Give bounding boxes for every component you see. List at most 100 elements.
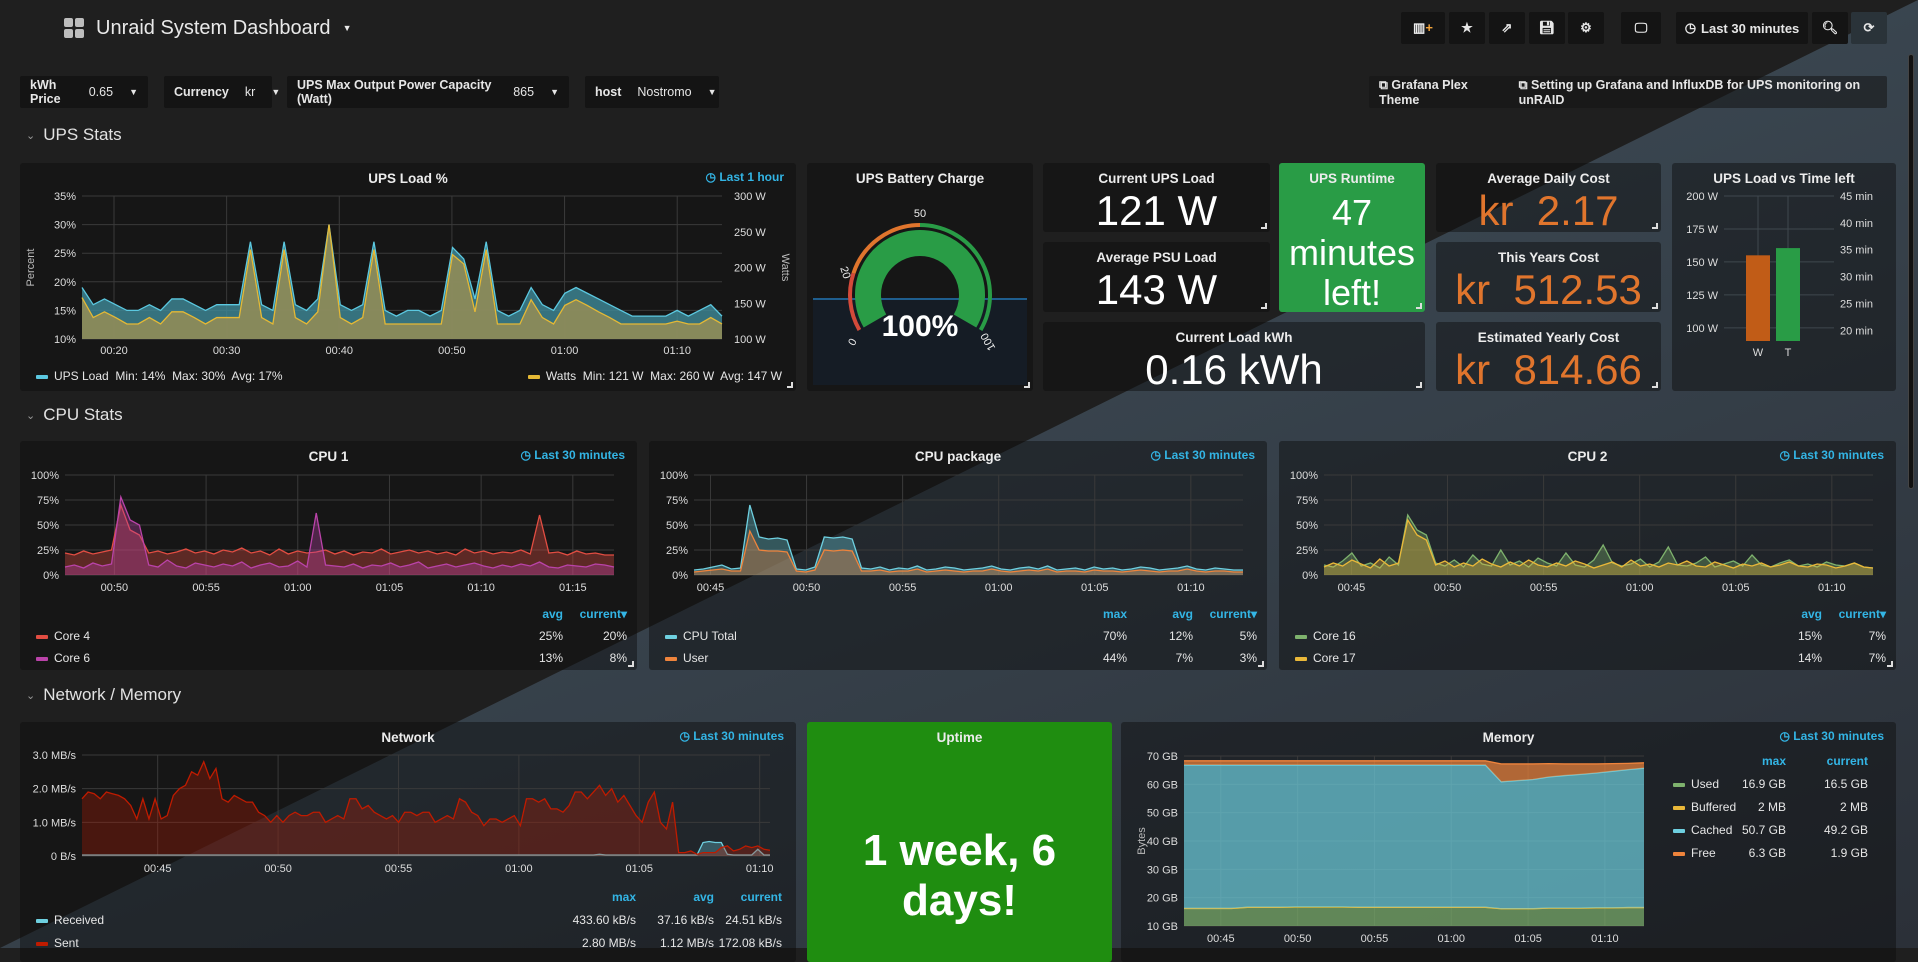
- caret-down-icon: ▼: [271, 87, 281, 97]
- legend-stats: Min: 14% Max: 30% Avg: 17%: [115, 369, 283, 383]
- legend-value-avg: 25%: [538, 629, 563, 643]
- left-tick-label: 30%: [54, 220, 76, 232]
- cost-value: 512.53: [1513, 266, 1642, 312]
- legend-item[interactable]: Core 17: [1295, 651, 1356, 665]
- panel-title: CPU 2: [1567, 449, 1608, 464]
- legend-item[interactable]: Free: [1673, 846, 1716, 860]
- legend-header[interactable]: avg: [542, 607, 563, 621]
- time-range-label: Last 30 minutes: [1793, 729, 1884, 743]
- time-range-label: Last 30 minutes: [1793, 448, 1884, 462]
- left-tick-label: 150 W: [1686, 257, 1718, 269]
- series-area-user: [694, 531, 1243, 575]
- resize-handle[interactable]: [1024, 382, 1030, 388]
- legend-header[interactable]: current▾: [1838, 607, 1886, 621]
- dashboard-picker[interactable]: Unraid System Dashboard ▼: [64, 12, 351, 44]
- link-grafana-plex-theme[interactable]: ⧉ Grafana Plex Theme: [1379, 78, 1501, 107]
- row-header-ups-stats[interactable]: ⌄ UPS Stats: [26, 125, 122, 145]
- legend-name: Sent: [54, 936, 79, 950]
- row-title: CPU Stats: [43, 405, 123, 424]
- legend-header[interactable]: max: [1102, 607, 1127, 621]
- legend-header[interactable]: avg: [693, 890, 714, 904]
- bar-label: W: [1753, 347, 1764, 359]
- x-tick-label: 00:30: [213, 345, 241, 357]
- legend-header[interactable]: avg: [1172, 607, 1193, 621]
- legend-item[interactable]: User: [665, 651, 708, 665]
- add-panel-button[interactable]: ▥+: [1401, 12, 1445, 44]
- zoom-out-button[interactable]: 🔍︎: [1812, 12, 1848, 44]
- legend-item[interactable]: Sent: [36, 936, 79, 950]
- y-tick-label: 0%: [1302, 570, 1318, 582]
- row-header-cpu-stats[interactable]: ⌄ CPU Stats: [26, 405, 123, 425]
- variable-currency[interactable]: Currency kr ▼: [164, 76, 280, 108]
- panel-average-daily-cost: Average Daily Cost kr 2.17: [1436, 163, 1661, 232]
- panel-title: Average PSU Load: [1096, 250, 1217, 265]
- bar-t: [1776, 248, 1800, 341]
- series-area-core-4: [65, 505, 614, 575]
- resize-handle[interactable]: [1258, 661, 1264, 667]
- resize-handle[interactable]: [1887, 661, 1893, 667]
- share-button[interactable]: ⇗: [1489, 12, 1525, 44]
- resize-handle[interactable]: [1652, 382, 1658, 388]
- time-picker[interactable]: ◷ Last 30 minutes: [1676, 12, 1808, 44]
- panel-average-psu-load: Average PSU Load 143 W: [1043, 242, 1270, 312]
- legend-header[interactable]: current▾: [579, 607, 627, 621]
- resize-handle[interactable]: [1261, 303, 1267, 309]
- legend-item[interactable]: Used: [1673, 777, 1719, 791]
- x-tick-label: 01:00: [985, 582, 1013, 594]
- resize-handle[interactable]: [628, 661, 634, 667]
- variable-value: Nostromo: [637, 85, 692, 99]
- legend-header[interactable]: max: [611, 890, 636, 904]
- y-tick-label: 75%: [666, 495, 688, 507]
- resize-handle[interactable]: [1652, 223, 1658, 229]
- variable-host[interactable]: host Nostromo ▼: [585, 76, 719, 108]
- x-tick-label: 00:50: [264, 863, 292, 875]
- resize-handle[interactable]: [1416, 382, 1422, 388]
- link-label: Grafana Plex Theme: [1379, 77, 1468, 107]
- row-header-network-memory[interactable]: ⌄ Network / Memory: [26, 685, 181, 705]
- legend-item[interactable]: CPU Total: [665, 629, 737, 643]
- resize-handle[interactable]: [787, 382, 793, 388]
- y-tick-label: 75%: [1296, 495, 1318, 507]
- legend-header[interactable]: avg: [1801, 607, 1822, 621]
- legend-header[interactable]: current: [1826, 754, 1868, 768]
- panel-cpu-package: 100% 75% 50% 25% 0% 00:45 00:50 00:55 01:00 01:05…: [649, 441, 1267, 670]
- tv-mode-button[interactable]: 🖵︎: [1621, 12, 1661, 44]
- legend-value-current: 7%: [1868, 651, 1886, 665]
- legend-swatch: [1295, 656, 1307, 661]
- resize-handle[interactable]: [1652, 303, 1658, 309]
- resize-handle[interactable]: [1261, 223, 1267, 229]
- legend-name: Watts: [545, 369, 577, 383]
- refresh-button[interactable]: ⟳: [1851, 12, 1887, 44]
- legend-header[interactable]: current: [740, 890, 782, 904]
- link-setup-guide[interactable]: ⧉ Setting up Grafana and InfluxDB for UP…: [1519, 78, 1877, 107]
- legend-item[interactable]: Core 4: [36, 629, 90, 643]
- caret-down-icon: ▼: [129, 87, 138, 97]
- row-title: UPS Stats: [43, 125, 122, 144]
- panel-ups-runtime: UPS Runtime 47 minutes left!: [1279, 163, 1425, 312]
- legend-item[interactable]: Received: [36, 913, 104, 927]
- scrollbar[interactable]: [1908, 54, 1914, 489]
- legend-item[interactable]: Core 16: [1295, 629, 1356, 643]
- watts-line: [81, 224, 723, 326]
- left-tick-label: 200 W: [1686, 191, 1718, 203]
- series-line-core-4: [64, 502, 614, 556]
- x-tick-label: 00:20: [100, 345, 128, 357]
- legend-header[interactable]: current▾: [1209, 607, 1257, 621]
- legend-item[interactable]: Cached: [1673, 823, 1732, 837]
- save-button[interactable]: 💾︎: [1529, 12, 1565, 44]
- legend-item-watts[interactable]: Watts Min: 121 W Max: 260 W Avg: 147 W: [527, 369, 782, 383]
- x-tick-label: 01:05: [376, 582, 404, 594]
- legend-item[interactable]: Buffered: [1673, 800, 1736, 814]
- legend-header[interactable]: max: [1761, 754, 1786, 768]
- y-tick-label: 50%: [1296, 520, 1318, 532]
- x-tick-label: 00:50: [1434, 582, 1462, 594]
- star-button[interactable]: ★: [1449, 12, 1485, 44]
- variable-ups-max-output[interactable]: UPS Max Output Power Capacity (Watt) 865 ▼: [287, 76, 569, 108]
- legend-name: UPS Load: [54, 369, 109, 383]
- variable-kwh-price[interactable]: kWh Price 0.65 ▼: [20, 76, 148, 108]
- settings-button[interactable]: ⚙: [1568, 12, 1604, 44]
- resize-handle[interactable]: [1416, 303, 1422, 309]
- legend-item-ups-load[interactable]: UPS Load Min: 14% Max: 30% Avg: 17%: [36, 369, 283, 383]
- clock-icon: ◷: [705, 170, 720, 184]
- legend-item[interactable]: Core 6: [36, 651, 90, 665]
